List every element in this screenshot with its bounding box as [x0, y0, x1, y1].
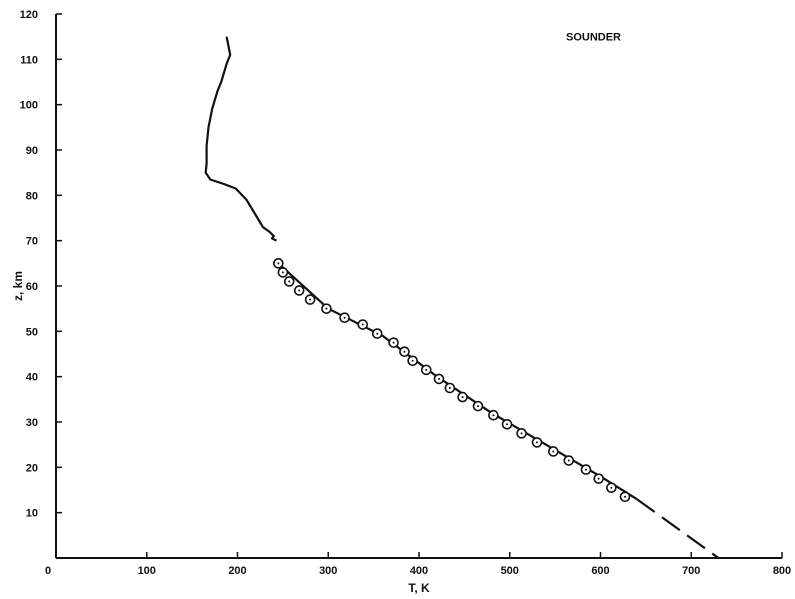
- x-tick-label: 100: [138, 565, 156, 577]
- data-point-center: [343, 316, 346, 319]
- series-line-3: [636, 498, 720, 559]
- data-point-center: [476, 405, 479, 408]
- data-point-center: [584, 468, 587, 471]
- y-tick-label: 60: [26, 281, 38, 293]
- y-tick-label: 90: [26, 145, 38, 157]
- data-point-center: [597, 477, 600, 480]
- data-point-center: [624, 495, 627, 498]
- y-tick-label: 40: [26, 372, 38, 384]
- x-axis-label: T, K: [408, 581, 430, 595]
- y-tick-label: 110: [20, 54, 38, 66]
- data-point-center: [506, 423, 509, 426]
- data-point-center: [610, 486, 613, 489]
- data-point-center: [567, 459, 570, 462]
- x-tick-label: 500: [501, 565, 519, 577]
- y-tick-label: 30: [26, 417, 38, 429]
- data-point-center: [376, 332, 379, 335]
- axes: [55, 14, 782, 559]
- y-tick-label: 120: [20, 9, 38, 21]
- data-point-center: [461, 396, 464, 399]
- x-tick-label: 600: [591, 565, 609, 577]
- x-tick-label: 400: [410, 565, 428, 577]
- x-tick-label: 700: [682, 565, 700, 577]
- data-point-center: [535, 441, 538, 444]
- y-tick-label: 100: [20, 100, 38, 112]
- data-point-center: [277, 262, 280, 265]
- y-tick-label: 20: [26, 462, 38, 474]
- x-ticks: 0 100 200 300 400 500 600 700 800: [45, 552, 791, 577]
- data-point-center: [425, 368, 428, 371]
- data-point-center: [298, 289, 301, 292]
- data-point-center: [309, 298, 312, 301]
- sounder-annotation: SOUNDER: [566, 32, 621, 44]
- data-point-center: [448, 387, 451, 389]
- series-line-2: [277, 262, 638, 501]
- data-point-center: [552, 450, 555, 453]
- data-point-center: [492, 414, 495, 417]
- series-line-0: [204, 36, 278, 242]
- data-point-center: [325, 307, 328, 310]
- data-point-center: [403, 350, 406, 353]
- y-ticks: 10 20 30 40 50 60 70 80 90 100 110 120: [20, 9, 62, 520]
- y-tick-label: 50: [26, 326, 38, 338]
- data-point-center: [392, 341, 395, 344]
- x-tick-label: 800: [773, 565, 791, 577]
- marker-layer: [273, 258, 631, 503]
- data-point-center: [288, 280, 291, 283]
- data-point-center: [361, 323, 364, 326]
- y-tick-label: 80: [26, 190, 38, 202]
- y-axis-label: z, km: [11, 271, 25, 301]
- data-point-center: [411, 359, 414, 362]
- y-tick-label: 10: [26, 508, 38, 520]
- data-point-center: [437, 377, 440, 380]
- series-layer: [204, 36, 720, 559]
- data-point-center: [520, 432, 523, 435]
- data-point-center: [281, 271, 284, 274]
- x-tick-label: 0: [45, 565, 51, 577]
- y-tick-label: 70: [26, 236, 38, 248]
- x-tick-label: 300: [319, 565, 337, 577]
- x-tick-label: 200: [228, 565, 246, 577]
